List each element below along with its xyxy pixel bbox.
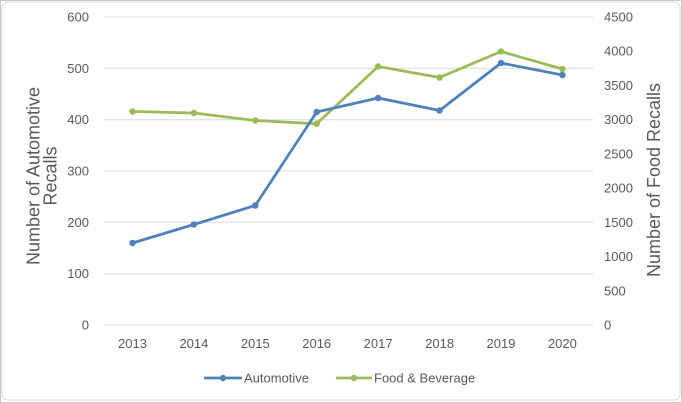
svg-text:400: 400	[67, 112, 89, 127]
svg-text:200: 200	[67, 215, 89, 230]
svg-text:500: 500	[604, 283, 626, 298]
svg-text:2017: 2017	[364, 336, 393, 351]
svg-text:2014: 2014	[179, 336, 208, 351]
svg-text:2000: 2000	[604, 181, 633, 196]
svg-text:600: 600	[67, 10, 89, 25]
svg-text:Recalls: Recalls	[41, 146, 61, 205]
svg-text:2019: 2019	[487, 336, 516, 351]
svg-text:Number of Food Recalls: Number of Food Recalls	[644, 83, 664, 277]
svg-text:300: 300	[67, 164, 89, 179]
svg-text:2013: 2013	[118, 336, 147, 351]
svg-text:Number of Automotive: Number of Automotive	[24, 87, 44, 265]
svg-text:4000: 4000	[604, 44, 633, 59]
svg-text:Automotive: Automotive	[244, 371, 309, 386]
svg-text:2015: 2015	[241, 336, 270, 351]
svg-text:2020: 2020	[548, 336, 577, 351]
svg-text:0: 0	[604, 318, 611, 333]
svg-text:Food & Beverage: Food & Beverage	[374, 371, 475, 386]
svg-text:2018: 2018	[425, 336, 454, 351]
svg-text:4500: 4500	[604, 10, 633, 25]
svg-text:1500: 1500	[604, 215, 633, 230]
svg-text:100: 100	[67, 266, 89, 281]
svg-text:2500: 2500	[604, 146, 633, 161]
svg-text:1000: 1000	[604, 249, 633, 264]
svg-text:2016: 2016	[302, 336, 331, 351]
svg-text:500: 500	[67, 61, 89, 76]
svg-text:0: 0	[82, 318, 89, 333]
svg-text:3500: 3500	[604, 78, 633, 93]
svg-text:3000: 3000	[604, 112, 633, 127]
